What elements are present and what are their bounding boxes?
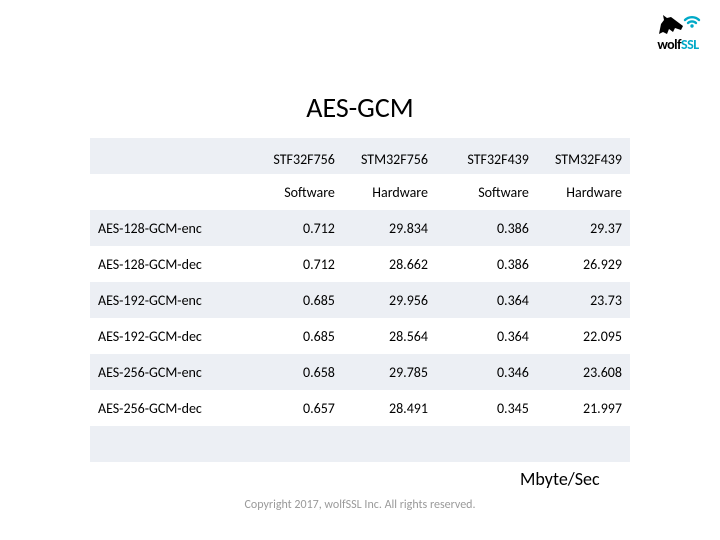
header-col-4: STM32F439 (537, 138, 630, 174)
copyright-text: Copyright 2017, wolfSSL Inc. All rights … (0, 498, 720, 512)
table-row: AES-192-GCM-enc 0.685 29.956 0.364 23.73 (90, 282, 630, 318)
blank-cell (436, 426, 450, 462)
unit-label: Mbyte/Sec (520, 468, 600, 490)
cell: 0.658 (256, 354, 343, 390)
cell: 23.608 (537, 354, 630, 390)
header-col-1: STF32F756 (256, 138, 343, 174)
blank-cell (537, 426, 630, 462)
brand-prefix: wolf (657, 36, 681, 53)
blank-cell (343, 426, 436, 462)
row-label: AES-128-GCM-dec (90, 246, 256, 282)
cell: 0.386 (450, 246, 537, 282)
cell: 28.491 (343, 390, 436, 426)
cell: 23.73 (537, 282, 630, 318)
wolf-wifi-icon (655, 8, 701, 36)
header2-col-4: Hardware (537, 174, 630, 210)
brand-logo: wolfSSL (648, 8, 708, 53)
header-col-2: STM32F756 (343, 138, 436, 174)
cell: 0.685 (256, 282, 343, 318)
cell: 0.712 (256, 246, 343, 282)
cell-gap (436, 210, 450, 246)
cell: 0.712 (256, 210, 343, 246)
cell: 29.834 (343, 210, 436, 246)
cell: 0.364 (450, 282, 537, 318)
header2-blank (90, 174, 256, 210)
table-header-row-1: STF32F756 STM32F756 STF32F439 STM32F439 (90, 138, 630, 174)
header2-col-1: Software (256, 174, 343, 210)
header2-gap (436, 174, 450, 210)
cell: 29.785 (343, 354, 436, 390)
brand-text: wolfSSL (648, 36, 708, 53)
header2-col-3: Software (450, 174, 537, 210)
cell-gap (436, 282, 450, 318)
table-header-row-2: Software Hardware Software Hardware (90, 174, 630, 210)
cell-gap (436, 246, 450, 282)
table-row: AES-192-GCM-dec 0.685 28.564 0.364 22.09… (90, 318, 630, 354)
cell: 28.662 (343, 246, 436, 282)
cell: 0.657 (256, 390, 343, 426)
table-row: AES-128-GCM-enc 0.712 29.834 0.386 29.37 (90, 210, 630, 246)
cell: 0.685 (256, 318, 343, 354)
row-label: AES-256-GCM-dec (90, 390, 256, 426)
header2-col-2: Hardware (343, 174, 436, 210)
blank-cell (450, 426, 537, 462)
cell: 28.564 (343, 318, 436, 354)
row-label: AES-192-GCM-dec (90, 318, 256, 354)
cell: 22.095 (537, 318, 630, 354)
table-row-blank (90, 426, 630, 462)
cell-gap (436, 354, 450, 390)
header-gap (436, 138, 450, 174)
cell: 29.37 (537, 210, 630, 246)
table-row: AES-256-GCM-dec 0.657 28.491 0.345 21.99… (90, 390, 630, 426)
brand-suffix: SSL (681, 36, 699, 53)
cell-gap (436, 390, 450, 426)
page-title: AES-GCM (0, 90, 720, 125)
cell: 0.364 (450, 318, 537, 354)
row-label: AES-192-GCM-enc (90, 282, 256, 318)
cell: 0.386 (450, 210, 537, 246)
cell: 0.345 (450, 390, 537, 426)
blank-cell (256, 426, 343, 462)
header-blank (90, 138, 256, 174)
table-row: AES-128-GCM-dec 0.712 28.662 0.386 26.92… (90, 246, 630, 282)
blank-cell (90, 426, 256, 462)
cell: 21.997 (537, 390, 630, 426)
table-row: AES-256-GCM-enc 0.658 29.785 0.346 23.60… (90, 354, 630, 390)
cell: 0.346 (450, 354, 537, 390)
cell: 29.956 (343, 282, 436, 318)
row-label: AES-256-GCM-enc (90, 354, 256, 390)
row-label: AES-128-GCM-enc (90, 210, 256, 246)
header-col-3: STF32F439 (450, 138, 537, 174)
cell: 26.929 (537, 246, 630, 282)
benchmark-table: STF32F756 STM32F756 STF32F439 STM32F439 … (90, 138, 630, 462)
cell-gap (436, 318, 450, 354)
